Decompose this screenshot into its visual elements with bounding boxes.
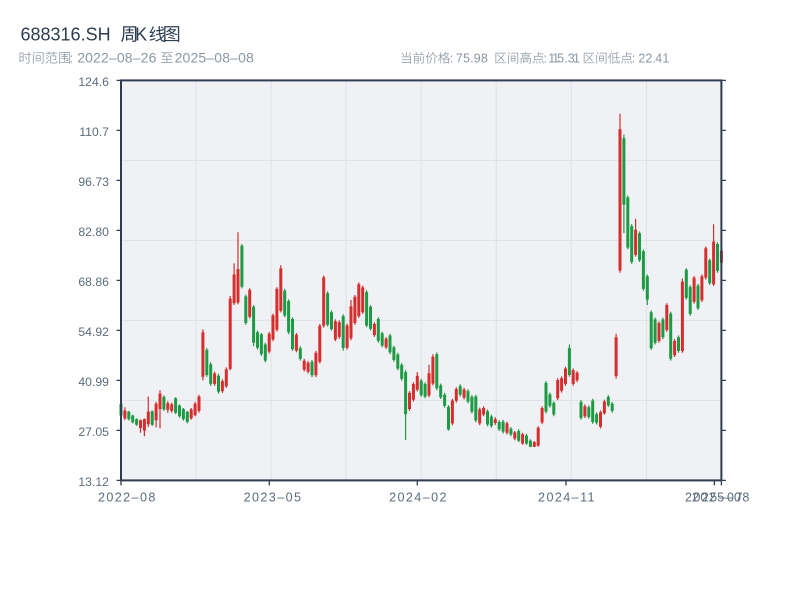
svg-text:2024–11: 2024–11	[538, 491, 596, 505]
svg-text:54.92: 54.92	[78, 325, 109, 339]
svg-text:68.86: 68.86	[78, 275, 109, 289]
svg-text::: :	[70, 51, 74, 66]
svg-text::: :	[632, 52, 635, 66]
svg-text:K: K	[135, 25, 147, 45]
svg-text:2025–08: 2025–08	[692, 491, 751, 505]
svg-text:2025–08–08: 2025–08–08	[175, 50, 254, 66]
svg-text:2023–05: 2023–05	[244, 491, 303, 505]
svg-text::: :	[544, 52, 547, 66]
svg-text:2022–08: 2022–08	[98, 491, 157, 505]
svg-text:2025–07: 2025–07	[685, 491, 744, 505]
svg-text:2024–02: 2024–02	[389, 491, 448, 505]
svg-text:688316.SH: 688316.SH	[21, 25, 111, 45]
svg-text:22.41: 22.41	[638, 52, 669, 66]
svg-text:27.05: 27.05	[78, 425, 109, 439]
svg-text:40.99: 40.99	[78, 375, 109, 389]
svg-text:82.80: 82.80	[78, 225, 109, 239]
svg-text:115.31: 115.31	[548, 52, 580, 66]
svg-text:124.6: 124.6	[78, 75, 109, 89]
svg-text:2022–08–26: 2022–08–26	[77, 50, 156, 66]
svg-text:13.12: 13.12	[78, 475, 109, 489]
svg-text::: :	[450, 52, 453, 66]
svg-text:75.98: 75.98	[456, 52, 488, 66]
svg-text:110.7: 110.7	[79, 125, 109, 139]
svg-text:96.73: 96.73	[78, 175, 109, 189]
